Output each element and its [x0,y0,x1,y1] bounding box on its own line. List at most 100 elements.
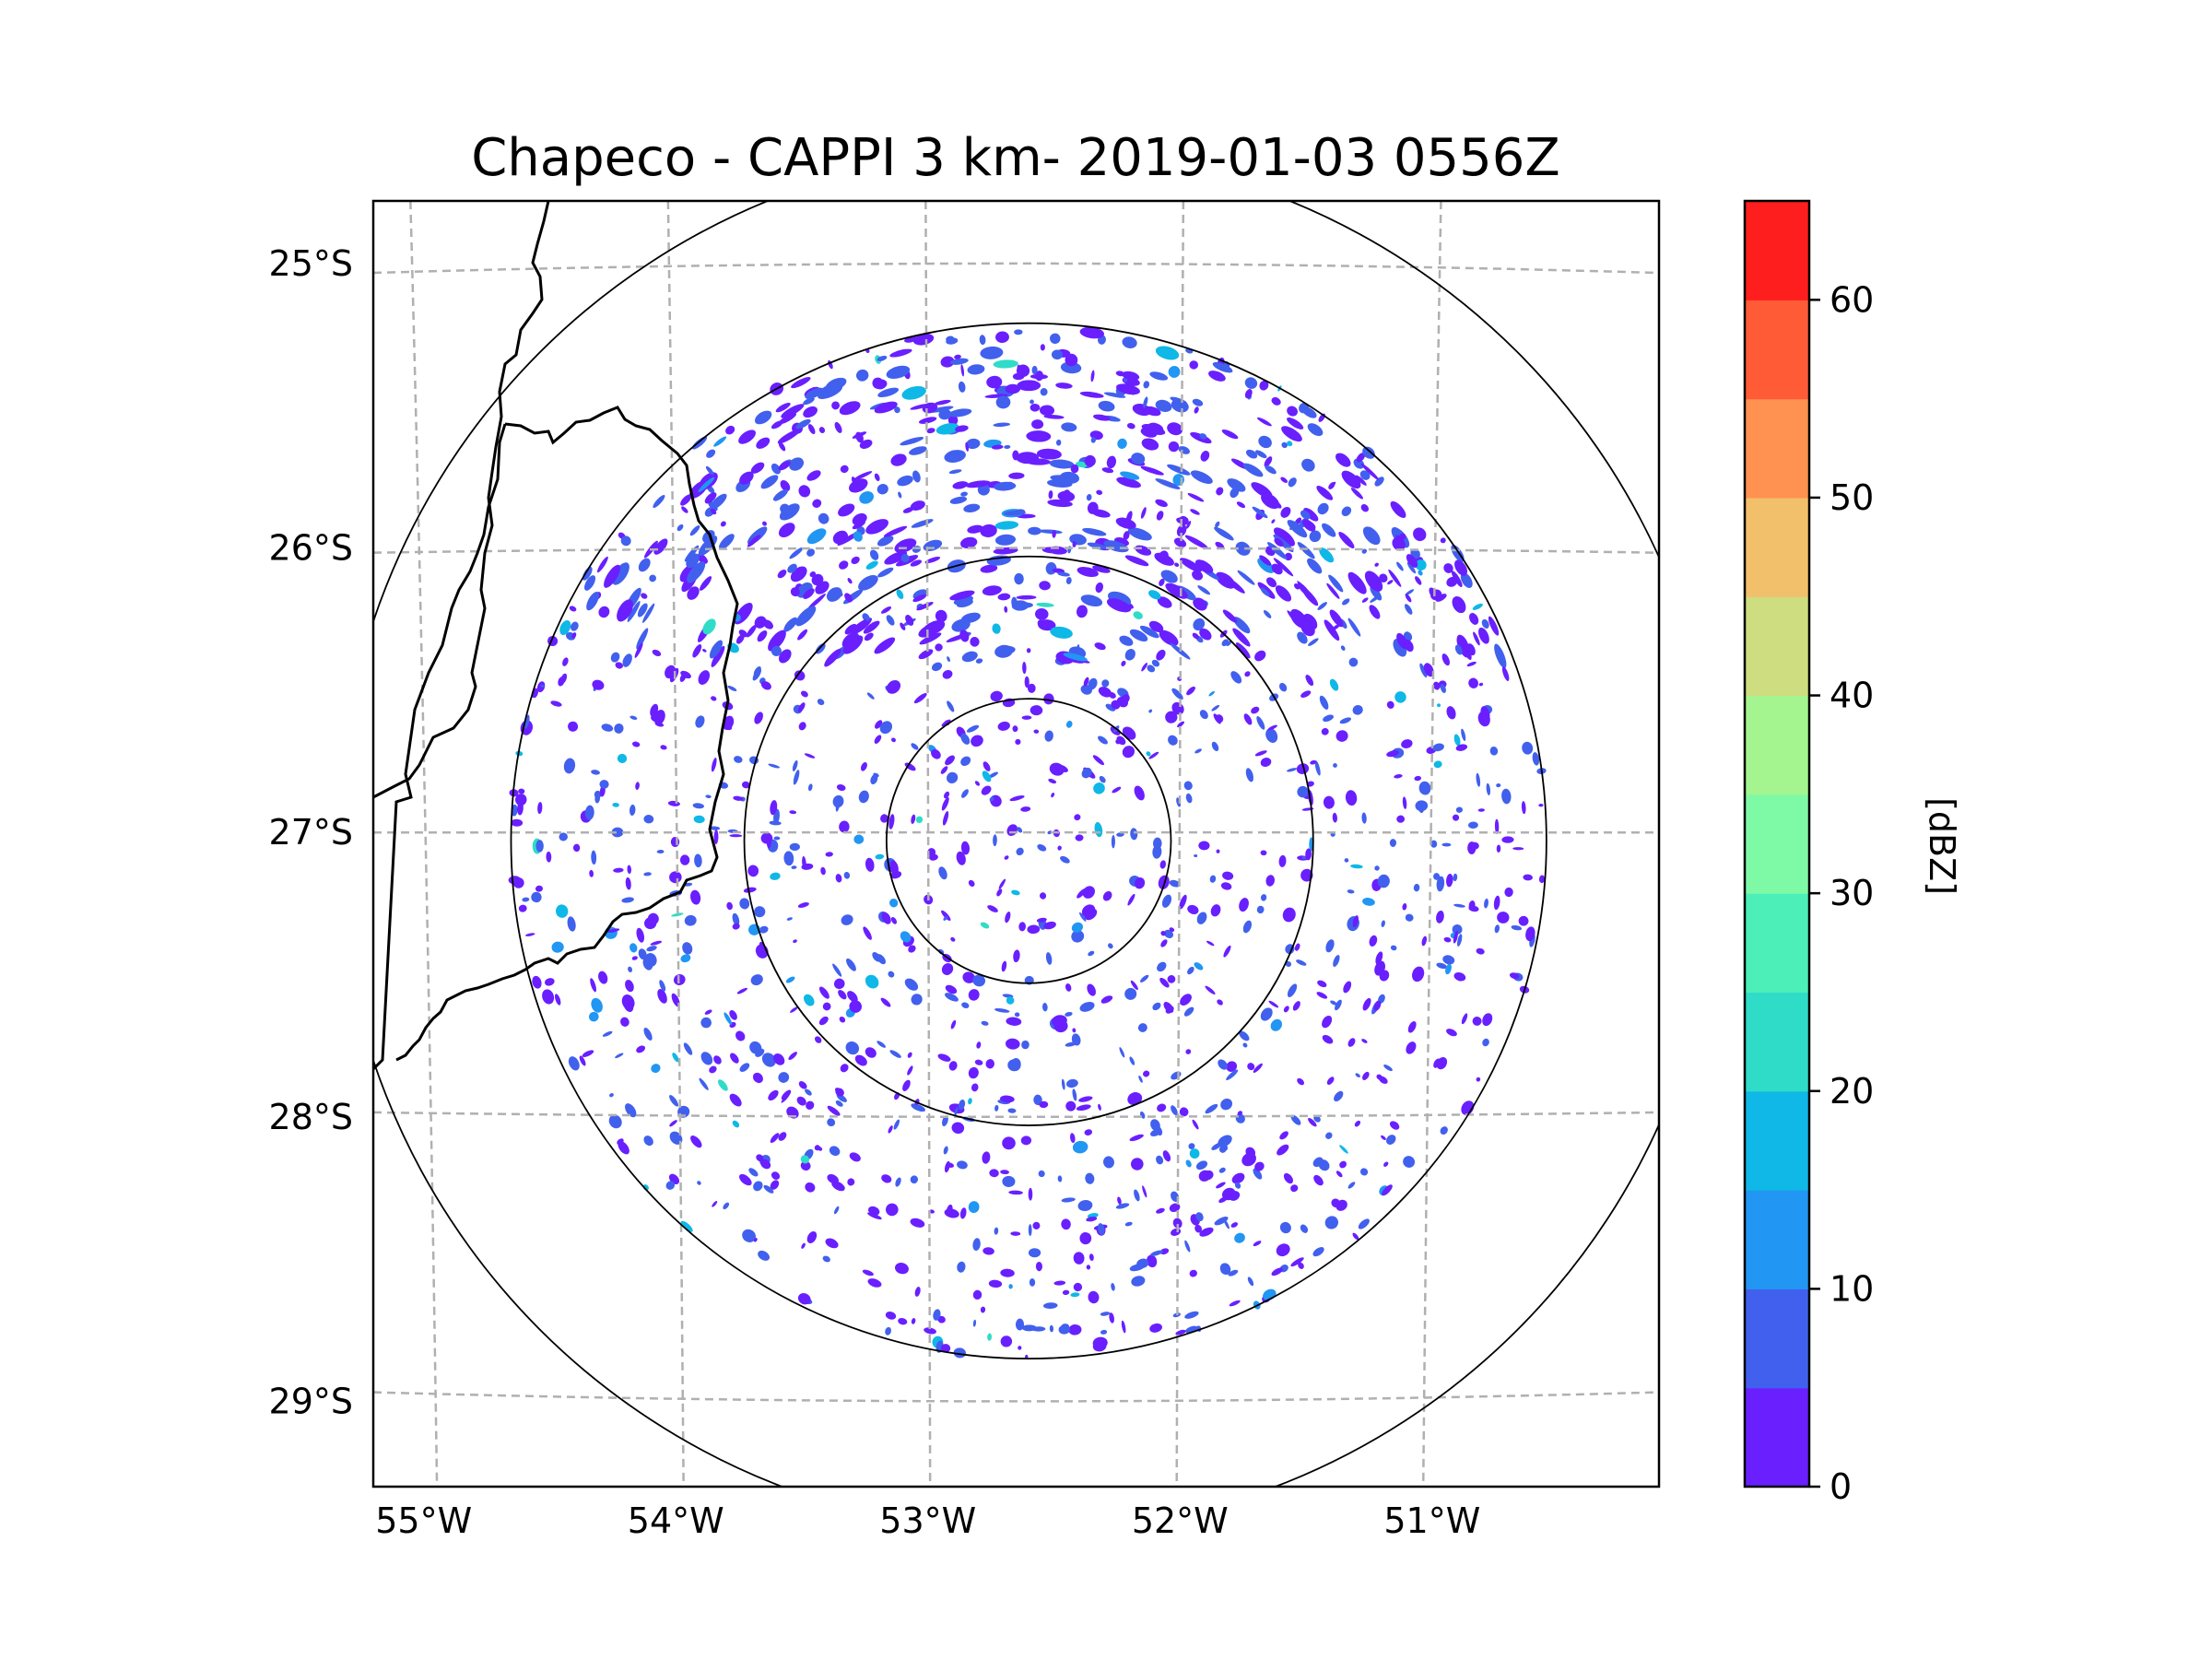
echo-blob [1020,806,1031,812]
echo-blob [1090,437,1097,443]
echo-blob [1131,1276,1146,1287]
echo-blob [1156,649,1166,661]
echo-blob [1124,649,1135,661]
echo-blob [888,1125,893,1134]
echo-blob [1239,898,1249,912]
echo-blob [1242,920,1253,934]
colorbar-tick-label: 30 [1830,873,1874,913]
echo-blob [598,606,610,618]
echo-blob [1419,663,1428,678]
echo-blob [1226,1061,1238,1072]
echo-blob [1075,461,1088,468]
echo-blob [1212,361,1233,373]
echo-blob [1190,470,1213,484]
echo-blob [1135,877,1146,889]
echo-blob [1061,1197,1076,1203]
echo-blob [870,773,878,785]
echo-blob [924,1327,936,1335]
echo-blob [1199,628,1212,641]
echo-blob [912,333,935,346]
echo-blob [1122,746,1135,759]
echo-blob [1199,710,1208,720]
echo-blob [1000,1170,1009,1175]
echo-blob [1037,619,1043,627]
echo-blob [1005,912,1011,924]
echo-blob [652,649,662,657]
echo-blob [911,743,919,750]
echo-blob [1237,570,1255,585]
echo-blob [1216,487,1224,496]
echo-blob [866,692,875,700]
echo-blob [911,1318,916,1324]
echo-blob [994,534,1017,546]
echo-blob [827,1173,839,1184]
echo-blob [535,885,544,892]
echo-blob [1098,735,1108,745]
echo-blob [1297,631,1308,644]
echo-blob [1179,894,1187,910]
echo-blob [781,404,805,418]
echo-blob [1185,521,1192,529]
echo-blob [1220,1098,1233,1111]
echo-blob [1194,406,1199,414]
echo-blob [705,794,712,799]
echo-blob [860,761,867,771]
echo-blob [795,606,817,627]
echo-blob [1301,458,1315,472]
echo-blob [972,1238,981,1252]
echo-blob [621,897,634,903]
echo-blob [911,814,916,824]
echo-blob [555,994,561,1006]
echo-blob [835,874,842,883]
echo-blob [1389,839,1396,847]
latitude-tick-label: 26°S [269,528,353,569]
echo-blob [1168,441,1180,453]
echo-blob [847,578,853,584]
echo-blob [638,948,647,960]
echo-blob [672,1053,679,1063]
echo-blob [879,721,893,735]
echo-blob [1070,464,1079,474]
echo-blob [852,521,865,530]
echo-blob [965,441,970,452]
echo-blob [679,564,696,582]
echo-blob [1283,1172,1294,1184]
echo-blob [1480,706,1490,722]
echo-blob [1339,1145,1348,1154]
echo-blob [1210,904,1221,917]
echo-blob [968,989,980,1001]
echo-blob [1002,1175,1016,1187]
echo-blob [918,649,934,660]
echo-blob [1362,446,1375,459]
echo-blob [1015,1318,1025,1331]
echo-blob [1079,391,1104,398]
echo-blob [610,652,620,663]
echo-blob [1374,960,1385,976]
echo-blob [938,866,947,880]
echo-blob [697,553,708,564]
echo-blob [1195,1212,1204,1222]
echo-blob [1364,571,1383,592]
echo-blob [874,401,898,414]
echo-blob [750,462,765,474]
echo-blob [944,791,950,799]
echo-blob [1052,1015,1067,1028]
echo-blob [617,599,633,622]
echo-blob [771,463,781,475]
echo-blob [1241,1152,1256,1167]
echo-blob [584,805,594,820]
echo-blob [769,820,782,826]
echo-blob [1323,795,1335,809]
echo-blob [931,748,941,759]
echo-blob [989,796,994,802]
echo-blob [867,1278,882,1288]
echo-blob [1297,785,1309,798]
echo-blob [928,853,938,861]
colorbar: 0 10 20 30 40 50 60 [1743,199,1874,1507]
latitude-tick-label: 27°S [269,812,353,853]
echo-blob [1381,1135,1386,1140]
echo-blob [1323,714,1334,723]
echo-blob [1247,1277,1254,1287]
echo-blob [1045,952,1053,965]
echo-blob [517,801,524,816]
